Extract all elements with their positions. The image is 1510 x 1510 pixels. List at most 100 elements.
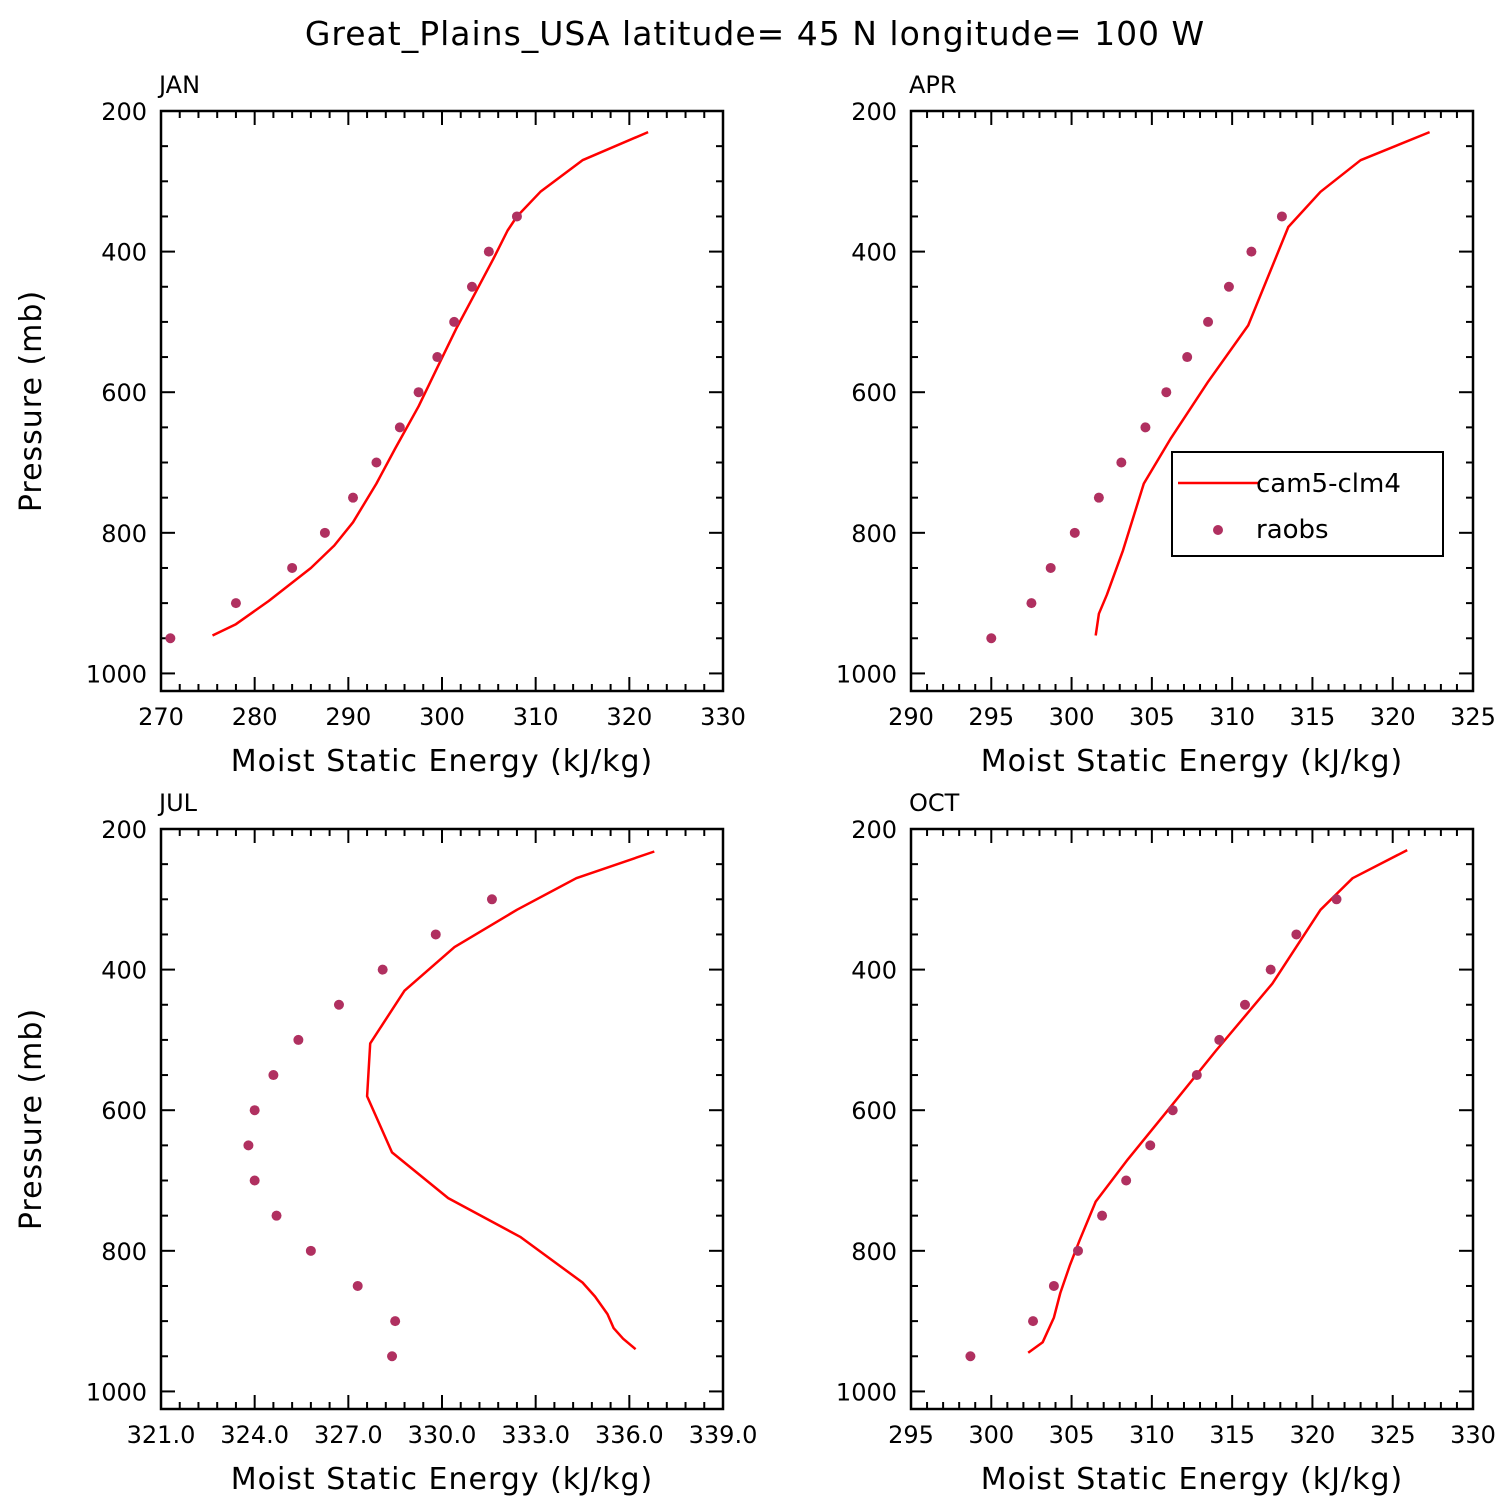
data-point-raobs xyxy=(230,598,241,609)
plot-frame xyxy=(909,827,1475,1411)
data-point-raobs xyxy=(1239,999,1250,1010)
data-point-raobs xyxy=(1093,492,1104,503)
data-point-raobs xyxy=(1331,894,1342,905)
y-tick-label: 600 xyxy=(101,379,147,407)
x-tick-label: 320 xyxy=(606,703,652,731)
data-point-raobs xyxy=(348,492,359,503)
series-line-cam5-clm4 xyxy=(365,850,655,1351)
data-point-raobs xyxy=(1116,457,1127,468)
y-tick-label: 600 xyxy=(851,1097,897,1125)
data-point-raobs xyxy=(1069,527,1080,538)
x-tick-label: 295 xyxy=(968,703,1014,731)
y-axis-title: Pressure (mb) xyxy=(14,1008,49,1230)
data-point-raobs xyxy=(1246,246,1257,257)
y-tick-label: 400 xyxy=(851,957,897,985)
x-tick-label: 305 xyxy=(1129,703,1175,731)
data-point-raobs xyxy=(1182,352,1193,363)
panel-label: JAN xyxy=(157,71,200,99)
y-tick-label: 800 xyxy=(851,1238,897,1266)
data-point-raobs xyxy=(413,387,424,398)
panel-apr: 290 295 300 305 310 315 320 325 200 400 600 800 1000… xyxy=(836,71,1496,779)
data-point-raobs xyxy=(293,1034,304,1045)
x-tick-label: 290 xyxy=(325,703,371,731)
y-tick-label: 1000 xyxy=(86,1378,147,1406)
figure-title: Great_Plains_USA latitude= 45 N longitud… xyxy=(305,14,1205,53)
x-tick-label: 330 xyxy=(700,703,746,731)
data-point-raobs xyxy=(1265,964,1276,975)
data-point-raobs xyxy=(1026,598,1037,609)
panel-jan: 270 280 290 300 310 320 330 200 400 600 800 1000 JAN… xyxy=(14,71,746,779)
data-point-raobs xyxy=(371,457,382,468)
x-tick-label: 300 xyxy=(419,703,465,731)
data-point-raobs xyxy=(1223,281,1234,292)
x-tick-label: 324.0 xyxy=(220,1421,289,1449)
data-point-raobs xyxy=(965,1351,976,1362)
x-tick-label: 321.0 xyxy=(127,1421,196,1449)
data-point-raobs xyxy=(243,1140,254,1151)
data-point-raobs xyxy=(305,1245,316,1256)
data-point-raobs xyxy=(449,316,460,327)
data-point-raobs xyxy=(333,999,344,1010)
x-tick-label: 315 xyxy=(1209,1421,1255,1449)
data-point-raobs xyxy=(1072,1245,1083,1256)
panel-label: JUL xyxy=(157,789,198,817)
data-point-raobs xyxy=(511,211,522,222)
data-point-raobs xyxy=(249,1175,260,1186)
panel-jul: 321.0 324.0 327.0 330.0 333.0 336.0 339.0 200 40… xyxy=(14,789,757,1497)
data-point-raobs xyxy=(268,1070,279,1081)
x-tick-label: 310 xyxy=(1209,703,1255,731)
y-tick-label: 200 xyxy=(851,816,897,844)
x-axis-title: Moist Static Energy (kJ/kg) xyxy=(231,1462,654,1497)
data-point-raobs xyxy=(287,562,298,573)
legend-box xyxy=(1171,451,1444,557)
x-tick-label: 330 xyxy=(1450,1421,1496,1449)
data-point-raobs xyxy=(1048,1280,1059,1291)
x-tick-label: 315 xyxy=(1290,703,1336,731)
data-point-raobs xyxy=(1214,1034,1225,1045)
x-tick-label: 280 xyxy=(232,703,278,731)
x-tick-label: 290 xyxy=(888,703,934,731)
x-tick-label: 327.0 xyxy=(314,1421,383,1449)
data-point-raobs xyxy=(390,1316,401,1327)
data-point-raobs xyxy=(1276,211,1287,222)
x-tick-label: 333.0 xyxy=(501,1421,570,1449)
x-tick-label: 300 xyxy=(1049,703,1095,731)
x-tick-label: 320 xyxy=(1370,703,1416,731)
y-tick-label: 800 xyxy=(101,520,147,548)
data-point-raobs xyxy=(1045,562,1056,573)
data-point-raobs xyxy=(249,1105,260,1116)
x-tick-label: 325 xyxy=(1450,703,1496,731)
y-axis-title: Pressure (mb) xyxy=(14,290,49,512)
panel-label: APR xyxy=(909,71,957,99)
x-tick-label: 305 xyxy=(1049,1421,1095,1449)
data-point-raobs xyxy=(1291,929,1302,940)
x-axis-title: Moist Static Energy (kJ/kg) xyxy=(231,744,654,779)
data-point-raobs xyxy=(466,281,477,292)
x-axis-title: Moist Static Energy (kJ/kg) xyxy=(981,1462,1404,1497)
data-point-raobs xyxy=(483,246,494,257)
data-point-raobs xyxy=(394,422,405,433)
x-tick-label: 330.0 xyxy=(408,1421,477,1449)
data-point-raobs xyxy=(271,1210,282,1221)
data-point-raobs xyxy=(1028,1316,1039,1327)
data-point-raobs xyxy=(319,527,330,538)
panel-oct: 295 300 305 310 315 320 325 330 200 400 600 800 1000… xyxy=(836,789,1496,1497)
plot-frame xyxy=(159,827,725,1411)
data-point-raobs xyxy=(1161,387,1172,398)
x-tick-label: 270 xyxy=(138,703,184,731)
y-tick-label: 800 xyxy=(851,520,897,548)
plot-frame xyxy=(909,109,1475,693)
series-line-cam5-clm4 xyxy=(211,130,649,637)
data-point-raobs xyxy=(1121,1175,1132,1186)
panel-label: OCT xyxy=(909,789,960,817)
data-point-raobs xyxy=(1097,1210,1108,1221)
data-point-raobs xyxy=(352,1280,363,1291)
data-point-raobs xyxy=(430,929,441,940)
data-point-raobs xyxy=(1203,316,1214,327)
y-tick-label: 400 xyxy=(101,239,147,267)
y-tick-label: 800 xyxy=(101,1238,147,1266)
y-tick-label: 200 xyxy=(851,98,897,126)
series-line-cam5-clm4 xyxy=(1094,130,1431,636)
y-tick-label: 400 xyxy=(101,957,147,985)
